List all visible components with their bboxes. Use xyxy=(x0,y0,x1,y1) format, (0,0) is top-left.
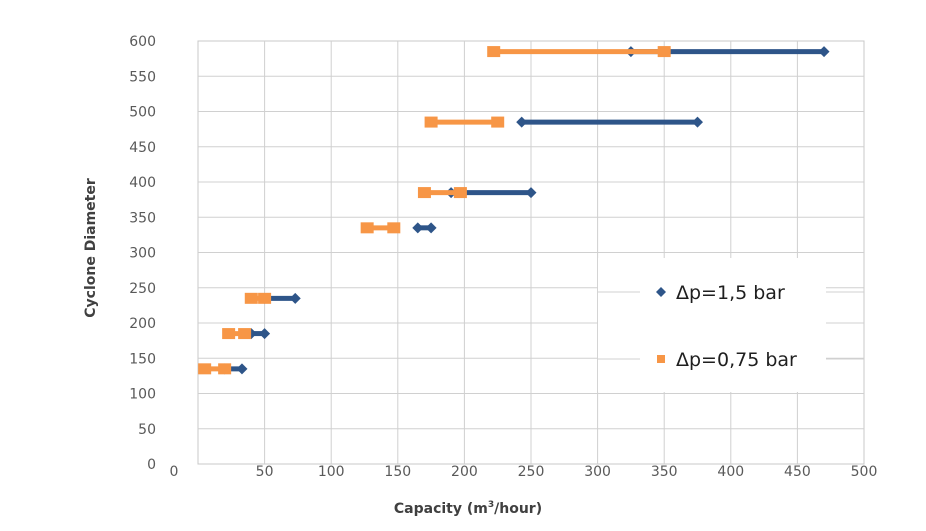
legend-label: Δp=1,5 bar xyxy=(676,282,785,304)
data-point xyxy=(412,222,424,234)
data-point xyxy=(424,116,438,128)
data-point xyxy=(222,328,236,340)
x-tick-label: 250 xyxy=(518,464,545,480)
x-origin-label: 0 xyxy=(170,464,179,480)
legend-marker xyxy=(656,287,666,297)
data-point xyxy=(259,328,271,340)
x-axis-title: Capacity (m3/hour) xyxy=(394,500,542,517)
x-tick-label: 50 xyxy=(256,464,274,480)
y-tick-label: 350 xyxy=(129,210,156,226)
data-point xyxy=(525,187,537,199)
y-tick-label: 600 xyxy=(129,34,156,50)
x-tick-label: 150 xyxy=(384,464,411,480)
y-tick-label: 250 xyxy=(129,281,156,297)
x-tick-label: 500 xyxy=(851,464,878,480)
data-point xyxy=(198,363,212,375)
data-point xyxy=(238,328,252,340)
data-point xyxy=(218,363,232,375)
data-point xyxy=(657,46,671,58)
data-point xyxy=(818,46,830,58)
series-dp-0-75-bar xyxy=(198,46,671,375)
data-point xyxy=(453,187,467,199)
grid xyxy=(197,40,865,465)
y-axis-title: Cyclone Diameter xyxy=(83,178,99,318)
y-tick-label: 400 xyxy=(129,175,156,191)
tick-labels: 0 50 100 150 200 250 300 350 400 450 500 550 600 50 10… xyxy=(129,34,877,480)
data-point xyxy=(387,222,401,234)
x-tick-label: 100 xyxy=(318,464,345,480)
data-point xyxy=(692,116,703,128)
data-point xyxy=(516,116,528,128)
x-tick-label: 400 xyxy=(717,464,744,480)
x-tick-label: 350 xyxy=(651,464,678,480)
y-tick-label: 550 xyxy=(129,69,156,85)
data-point xyxy=(258,292,272,304)
data-point xyxy=(491,116,505,128)
legend-marker xyxy=(657,355,665,363)
x-tick-label: 450 xyxy=(784,464,811,480)
data-point xyxy=(417,187,431,199)
y-tick-label: 50 xyxy=(138,422,156,438)
y-tick-label: 0 xyxy=(147,457,156,473)
legend-label: Δp=0,75 bar xyxy=(676,349,797,371)
data-point xyxy=(236,363,248,375)
y-tick-label: 300 xyxy=(129,246,156,262)
y-tick-label: 500 xyxy=(129,105,156,121)
y-tick-label: 150 xyxy=(129,351,156,367)
data-point xyxy=(244,292,258,304)
legend-box xyxy=(598,258,826,392)
data-point xyxy=(425,222,437,234)
data-point xyxy=(360,222,374,234)
series-layer xyxy=(198,46,830,375)
legend: Δp=1,5 bar Δp=0,75 bar xyxy=(598,282,864,371)
y-tick-label: 200 xyxy=(129,316,156,332)
x-tick-label: 300 xyxy=(584,464,611,480)
data-point xyxy=(487,46,501,58)
data-point xyxy=(289,292,301,304)
y-tick-label: 100 xyxy=(129,387,156,403)
y-tick-label: 450 xyxy=(129,140,156,156)
x-tick-label: 200 xyxy=(451,464,478,480)
